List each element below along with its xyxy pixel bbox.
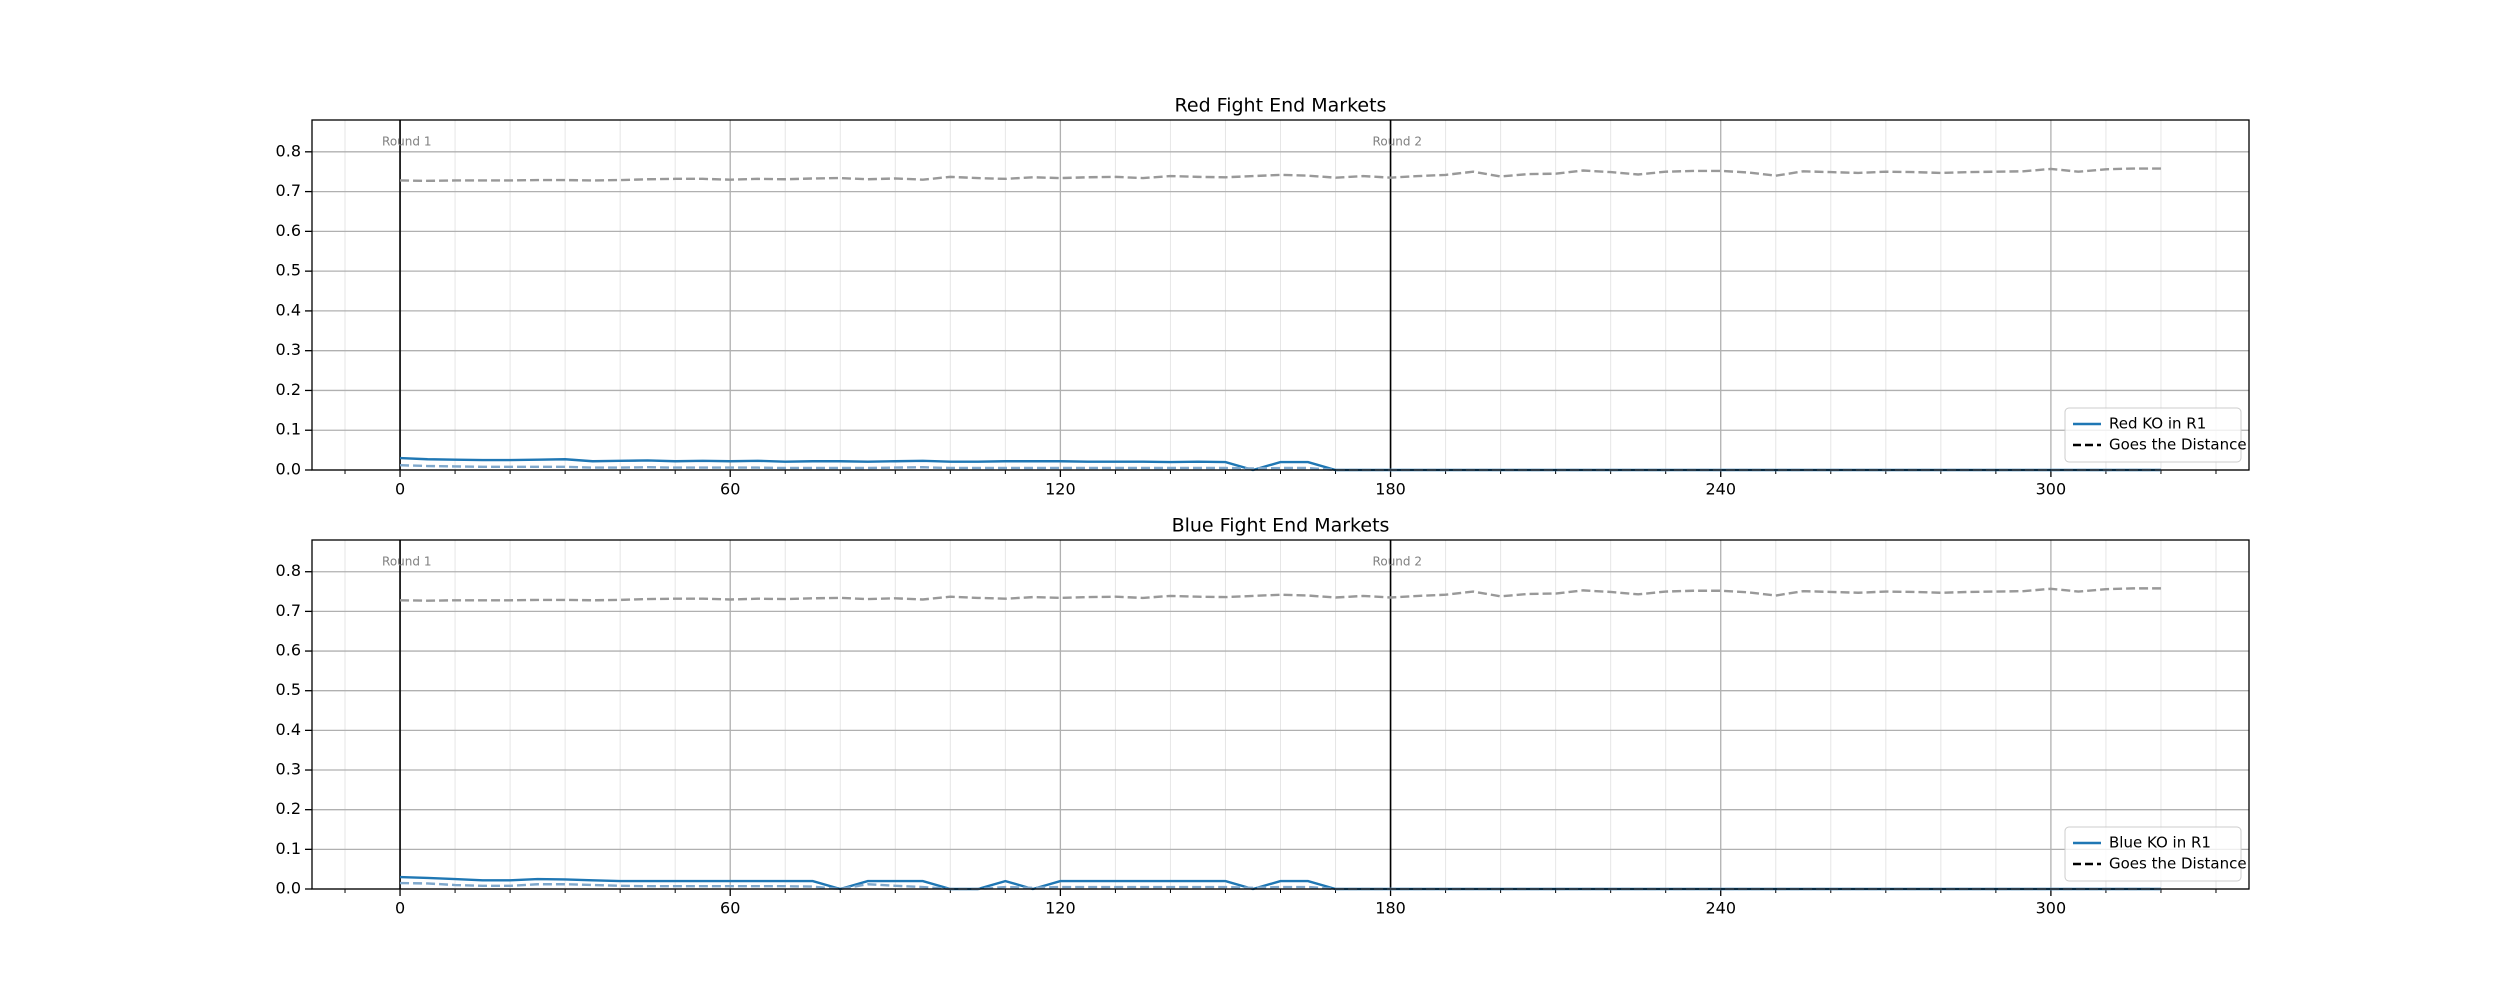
legend-label: Goes the Distance	[2109, 855, 2247, 873]
series-line	[400, 881, 2161, 891]
y-tick-label: 0.3	[276, 760, 301, 779]
x-tick-label: 240	[1705, 899, 1736, 918]
legend-label: Goes the Distance	[2109, 436, 2247, 454]
legend: Red KO in R1 Goes the Distance	[2064, 407, 2247, 463]
legend-box	[2064, 826, 2242, 882]
legend: Blue KO in R1 Goes the Distance	[2064, 826, 2247, 882]
x-tick-label: 180	[1375, 899, 1406, 918]
y-tick-label: 0.1	[276, 420, 301, 439]
y-tick-label: 0.6	[276, 641, 301, 660]
y-tick-label: 0.6	[276, 221, 301, 240]
y-tick-label: 0.0	[276, 879, 301, 898]
x-tick-label: 300	[2036, 899, 2067, 918]
series-line	[400, 464, 2161, 472]
y-tick-label: 0.8	[276, 561, 301, 580]
x-tick-label: 180	[1375, 480, 1406, 499]
y-tick-label: 0.5	[276, 680, 301, 699]
y-tick-label: 0.7	[276, 181, 301, 200]
x-tick-label: 240	[1705, 480, 1736, 499]
subplot: Red Fight End Markets 0 60 120 180 240 300 0.0 0…	[276, 95, 2250, 499]
y-tick-label: 0.3	[276, 340, 301, 359]
axes-frame	[311, 119, 2250, 471]
x-tick-label: 120	[1045, 480, 1076, 499]
y-tick-label: 0.2	[276, 380, 301, 399]
subplot: Blue Fight End Markets 0 60 120 180 240 300 0.0…	[276, 515, 2250, 918]
legend-box	[2064, 407, 2242, 463]
series-line	[400, 167, 2161, 183]
y-tick-label: 0.4	[276, 300, 301, 319]
y-tick-label: 0.8	[276, 141, 301, 160]
x-tick-label: 300	[2036, 480, 2067, 499]
legend-label: Blue KO in R1	[2109, 834, 2211, 852]
y-tick-label: 0.5	[276, 261, 301, 280]
x-tick-label: 0	[395, 899, 405, 918]
series-line	[400, 587, 2161, 602]
x-tick-label: 60	[720, 480, 740, 499]
y-tick-label: 0.2	[276, 799, 301, 818]
chart-title: Blue Fight End Markets	[1172, 515, 1390, 537]
x-tick-label: 120	[1045, 899, 1076, 918]
legend-label: Red KO in R1	[2109, 415, 2206, 433]
x-tick-label: 0	[395, 480, 405, 499]
round-label: Round 1	[382, 135, 431, 149]
chart-title: Red Fight End Markets	[1175, 95, 1387, 117]
y-tick-label: 0.7	[276, 601, 301, 620]
axes-frame	[311, 539, 2250, 890]
round-label: Round 1	[382, 555, 431, 569]
y-tick-label: 0.0	[276, 460, 301, 479]
x-tick-label: 60	[720, 899, 740, 918]
y-tick-label: 0.4	[276, 720, 301, 739]
round-label: Round 2	[1373, 135, 1422, 149]
round-label: Round 2	[1373, 555, 1422, 569]
y-tick-label: 0.1	[276, 839, 301, 858]
